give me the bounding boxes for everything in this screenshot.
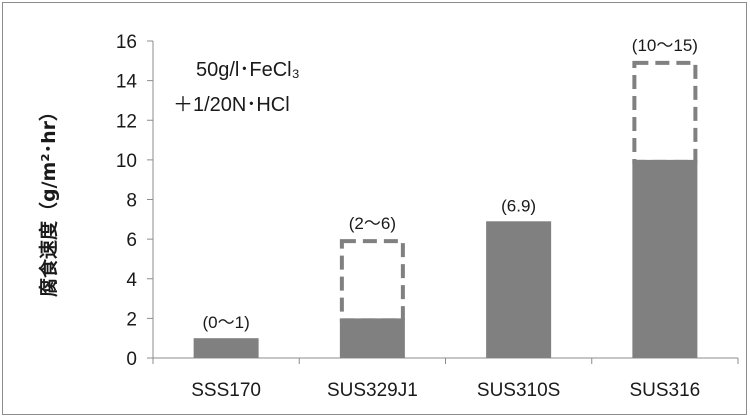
- y-axis-ticks: 0 2 4 6 8 10 12 14 16: [116, 32, 153, 370]
- x-axis-categories: SSS170 SUS329J1 SUS310S SUS316: [191, 380, 700, 401]
- data-label: (10〜15): [632, 36, 698, 55]
- data-labels: (0〜1) (2〜6) (6.9) (10〜15): [203, 36, 698, 332]
- y-axis-title-group: 腐食速度（g/m²･hr）: [37, 102, 60, 297]
- chart-svg: 腐食速度（g/m²･hr） 50g/l･FeCl₃ ＋1/20N･HCl 0 2 4…: [37, 32, 739, 401]
- y-tick-label: 12: [116, 111, 137, 132]
- y-axis-title: 腐食速度（g/m²･hr）: [37, 102, 60, 297]
- y-tick-label: 16: [116, 32, 137, 53]
- annotation-line-1: 50g/l･FeCl₃: [196, 59, 300, 81]
- bar-sus316: [632, 159, 698, 358]
- range-outline-sus329j1: [339, 239, 405, 323]
- range-outline-sus316: [632, 60, 698, 164]
- y-tick-label: 8: [126, 191, 137, 212]
- y-tick-label: 0: [126, 349, 137, 370]
- bar-sus310s: [486, 221, 552, 358]
- range-outlines: [339, 60, 698, 323]
- x-category-label: SUS316: [629, 380, 700, 401]
- y-tick-label: 6: [126, 230, 137, 251]
- bars: [193, 159, 698, 358]
- y-tick-label: 2: [126, 309, 137, 330]
- annotation-line-2: ＋1/20N･HCl: [173, 94, 290, 116]
- y-tick-label: 14: [116, 72, 138, 93]
- bar-sss170: [193, 338, 259, 358]
- data-label: (0〜1): [203, 313, 250, 332]
- annotation-group: 50g/l･FeCl₃ ＋1/20N･HCl: [173, 59, 300, 116]
- bar-sus329j1: [339, 318, 405, 358]
- data-label: (2〜6): [349, 214, 396, 233]
- y-tick-label: 4: [126, 270, 137, 291]
- x-category-label: SSS170: [191, 380, 261, 401]
- y-tick-label: 10: [116, 151, 137, 172]
- x-category-label: SUS329J1: [327, 380, 418, 401]
- data-label: (6.9): [501, 196, 536, 215]
- x-category-label: SUS310S: [477, 380, 560, 401]
